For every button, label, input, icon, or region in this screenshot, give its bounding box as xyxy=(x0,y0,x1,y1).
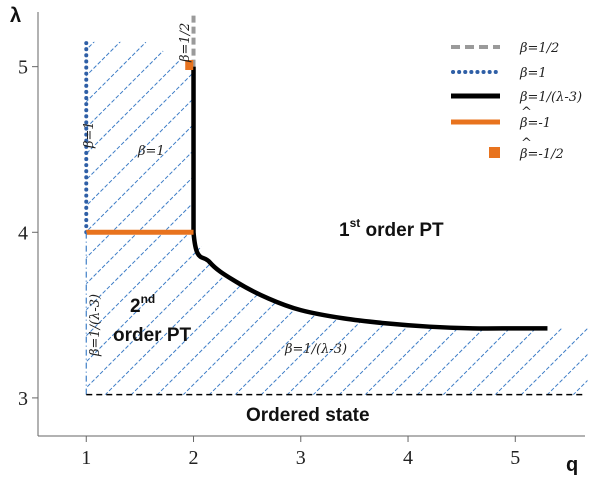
y-tick-label: 3 xyxy=(18,388,28,410)
hatch-line xyxy=(86,41,267,395)
hatch-line xyxy=(86,41,189,395)
legend-swatch xyxy=(489,147,500,158)
hatch-line xyxy=(0,0,58,477)
y-axis-label: λ xyxy=(10,5,21,27)
x-tick-label: 1 xyxy=(81,447,91,469)
hatch-line xyxy=(86,41,215,395)
beta-inv-hatched-label: β=1/(λ-3) xyxy=(284,342,347,357)
hatch-line xyxy=(86,41,111,395)
x-tick-label: 4 xyxy=(403,447,413,469)
hatch-line xyxy=(539,41,588,395)
ordered-state-label: Ordered state xyxy=(246,405,370,426)
legend-hat: ^ xyxy=(521,136,532,151)
beta-half-vertical-label: β=1/2 xyxy=(178,23,193,63)
second-order-pt-label-line2: order PT xyxy=(113,325,192,346)
beta-inv-vertical-label: β=1/(λ-3) xyxy=(88,294,103,357)
hatch-line xyxy=(565,41,588,395)
legend-label: β=1/2 xyxy=(519,41,559,56)
legend-label: β=-1 xyxy=(519,116,551,131)
series-beta-hat-half-point xyxy=(185,60,194,70)
x-tick-label: 3 xyxy=(296,447,306,469)
y-tick-label: 4 xyxy=(18,222,28,244)
x-axis-label: q xyxy=(566,454,578,476)
x-tick-label: 5 xyxy=(510,447,520,469)
beta-one-hatched-label: β=1 xyxy=(137,144,165,159)
legend-label: β=1/(λ-3) xyxy=(519,90,582,105)
legend: β=1/2β=1β=1/(λ-3)β=-1^β=-1/2^ xyxy=(451,41,582,162)
hatch-line xyxy=(86,41,241,395)
y-tick-label: 5 xyxy=(18,57,28,79)
legend-label: β=1 xyxy=(519,66,547,81)
second-order-pt-label: 2nd xyxy=(130,292,155,317)
series-beta-inv-curve xyxy=(191,66,548,331)
hatch-line xyxy=(0,0,6,477)
hatch-line xyxy=(0,0,84,477)
x-tick-label: 2 xyxy=(189,447,199,469)
legend-hat: ^ xyxy=(521,105,532,120)
beta-one-vertical-label: β=1 xyxy=(82,121,97,149)
legend-label: β=-1/2 xyxy=(519,147,564,162)
first-order-pt-label: 1st order PT xyxy=(339,216,444,241)
